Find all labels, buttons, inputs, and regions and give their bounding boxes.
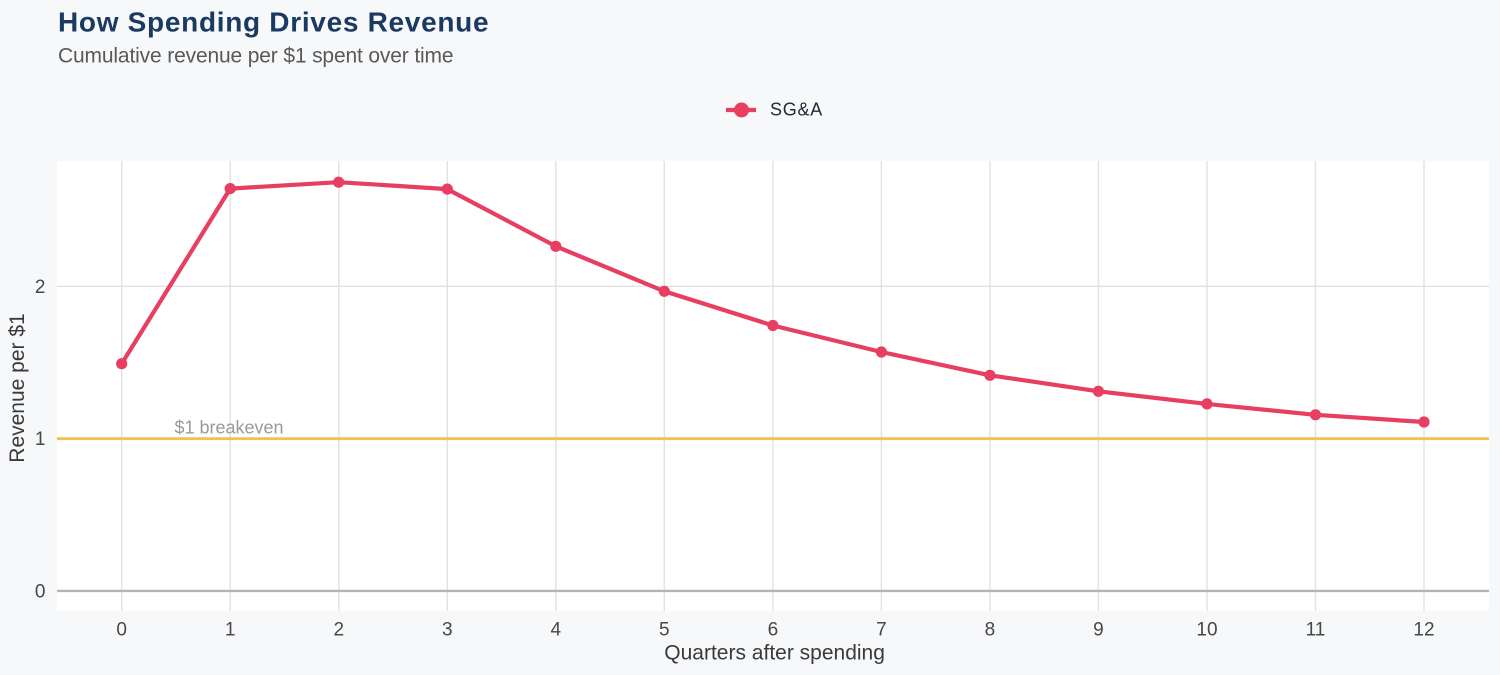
svg-text:12: 12	[1413, 619, 1434, 640]
svg-text:2: 2	[35, 277, 46, 298]
svg-text:Quarters after spending: Quarters after spending	[664, 642, 885, 665]
svg-text:Cumulative revenue per $1 spen: Cumulative revenue per $1 spent over tim…	[58, 45, 453, 68]
svg-text:0: 0	[35, 582, 46, 603]
svg-text:6: 6	[768, 619, 779, 640]
svg-text:10: 10	[1196, 619, 1217, 640]
svg-text:1: 1	[225, 619, 236, 640]
svg-text:4: 4	[551, 619, 562, 640]
svg-text:How Spending Drives Revenue: How Spending Drives Revenue	[58, 7, 489, 38]
svg-text:3: 3	[442, 619, 453, 640]
svg-text:7: 7	[876, 619, 887, 640]
svg-text:9: 9	[1093, 619, 1104, 640]
svg-text:1: 1	[35, 429, 46, 450]
svg-text:2: 2	[334, 619, 345, 640]
svg-text:0: 0	[116, 619, 127, 640]
svg-text:11: 11	[1306, 619, 1326, 640]
svg-text:Revenue per $1: Revenue per $1	[6, 313, 29, 462]
svg-text:$1 breakeven: $1 breakeven	[174, 418, 283, 438]
svg-text:8: 8	[985, 619, 996, 640]
svg-text:5: 5	[659, 619, 670, 640]
svg-text:SG&A: SG&A	[770, 100, 823, 120]
